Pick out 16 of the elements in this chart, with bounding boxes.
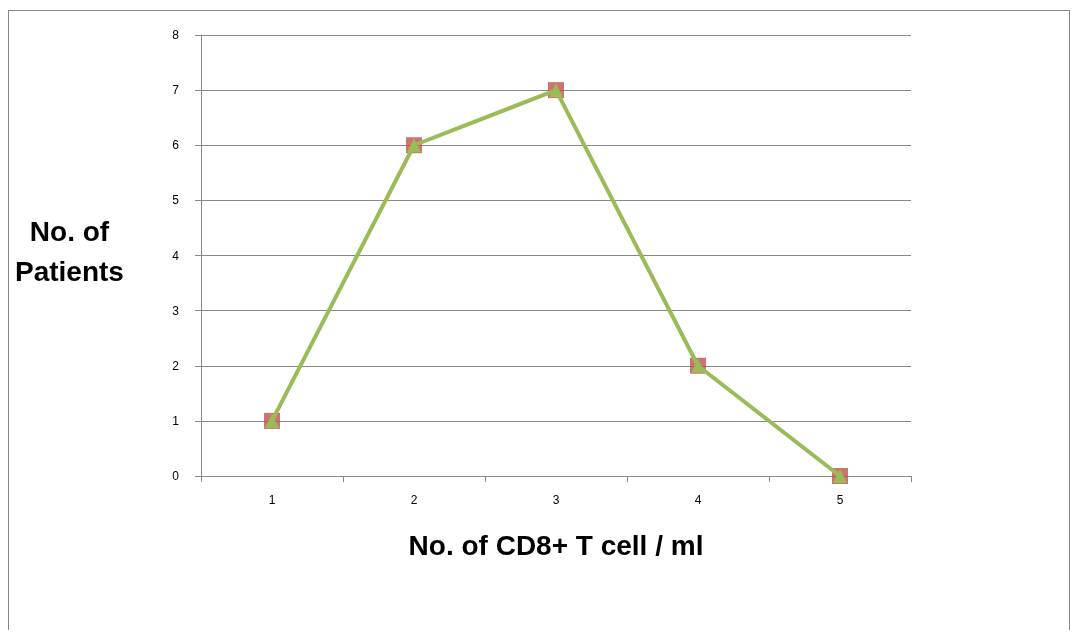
x-tick-label: 1: [268, 493, 276, 507]
x-tick-label: 4: [694, 493, 702, 507]
y-tick-label: 3: [172, 303, 180, 318]
y-tick-label: 6: [172, 138, 180, 153]
x-tick-label: 5: [836, 493, 844, 507]
x-tick-label: 3: [552, 493, 560, 507]
y-tick-label: 5: [172, 193, 180, 208]
y-axis-title: No. of Patients: [14, 215, 124, 287]
y-tick-label: 7: [172, 83, 180, 98]
y-tick-label: 2: [172, 358, 180, 373]
x-tick-label: 2: [410, 493, 418, 507]
x-axis-title: No. of CD8+ T cell / ml: [408, 529, 704, 561]
y-tick-label: 1: [172, 413, 180, 428]
y-tick-label: 4: [172, 248, 180, 263]
y-tick-label: 8: [172, 28, 180, 42]
y-tick-label: 0: [172, 469, 180, 483]
